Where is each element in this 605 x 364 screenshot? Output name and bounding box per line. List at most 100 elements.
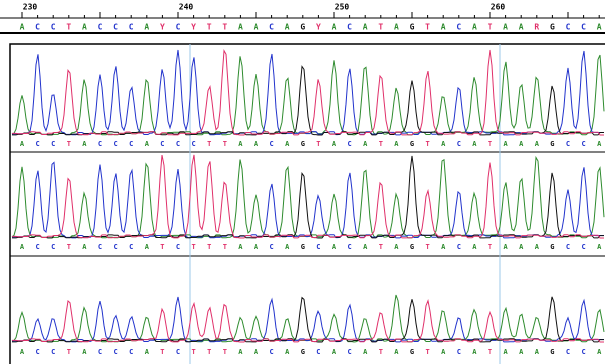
ruler-label: 250 bbox=[335, 3, 350, 12]
track-base: A bbox=[145, 243, 150, 251]
consensus-base: C bbox=[98, 23, 103, 32]
track-base: A bbox=[441, 348, 446, 356]
track-base: C bbox=[35, 348, 39, 356]
track-base: A bbox=[332, 348, 337, 356]
consensus-base: A bbox=[363, 23, 368, 32]
trace-g bbox=[12, 65, 604, 136]
track-base: C bbox=[176, 140, 180, 148]
track-base: G bbox=[301, 243, 305, 251]
consensus-base: G bbox=[410, 23, 415, 32]
consensus-base: C bbox=[129, 23, 134, 32]
consensus-base: T bbox=[425, 23, 430, 32]
track-base: T bbox=[425, 348, 429, 356]
track-base: T bbox=[425, 140, 429, 148]
track-base: C bbox=[457, 243, 461, 251]
track-base: A bbox=[472, 243, 477, 251]
track-base: T bbox=[425, 243, 429, 251]
track-base: C bbox=[316, 348, 320, 356]
track-base: A bbox=[535, 243, 540, 251]
track-base: G bbox=[301, 348, 305, 356]
ruler-label: 260 bbox=[491, 3, 506, 12]
track-base: A bbox=[472, 140, 477, 148]
track-base: C bbox=[347, 140, 351, 148]
consensus-base: T bbox=[378, 23, 383, 32]
track-base: C bbox=[113, 243, 117, 251]
track-base: A bbox=[238, 140, 243, 148]
track-base: C bbox=[347, 243, 351, 251]
track-base: A bbox=[285, 140, 290, 148]
track-base: T bbox=[67, 348, 71, 356]
consensus-base: A bbox=[332, 23, 337, 32]
track-base: A bbox=[238, 243, 243, 251]
track-base: A bbox=[20, 140, 25, 148]
consensus-base: C bbox=[456, 23, 461, 32]
track-base: A bbox=[238, 348, 243, 356]
track-base: A bbox=[441, 140, 446, 148]
track-base: T bbox=[316, 140, 320, 148]
track-base: T bbox=[67, 140, 71, 148]
track-base: C bbox=[457, 348, 461, 356]
track-base: G bbox=[550, 140, 554, 148]
track-base: T bbox=[223, 348, 227, 356]
track-base: G bbox=[550, 348, 554, 356]
track-base: T bbox=[207, 140, 211, 148]
track-base: G bbox=[410, 243, 414, 251]
track-base: A bbox=[332, 243, 337, 251]
track-base: C bbox=[176, 243, 180, 251]
track-base: A bbox=[503, 348, 508, 356]
trace-g bbox=[12, 155, 604, 239]
consensus-base: C bbox=[176, 23, 181, 32]
trace-c bbox=[12, 296, 604, 343]
track-base: A bbox=[20, 348, 25, 356]
track-base: C bbox=[269, 348, 273, 356]
track-base: C bbox=[581, 140, 585, 148]
track-base: A bbox=[82, 243, 87, 251]
track-base: A bbox=[535, 140, 540, 148]
track-base: C bbox=[581, 243, 585, 251]
track-base: C bbox=[566, 243, 570, 251]
track-base: A bbox=[82, 140, 87, 148]
track-base: G bbox=[550, 243, 554, 251]
track-base: C bbox=[129, 243, 133, 251]
consensus-base: A bbox=[472, 23, 477, 32]
track-base: G bbox=[410, 140, 414, 148]
track-base: C bbox=[191, 140, 195, 148]
track-base: T bbox=[207, 348, 211, 356]
track-base: A bbox=[363, 140, 368, 148]
track-base: T bbox=[488, 348, 492, 356]
track-base: A bbox=[145, 348, 150, 356]
track-base: C bbox=[581, 348, 585, 356]
ruler-label: 240 bbox=[179, 3, 194, 12]
trace-g bbox=[12, 296, 604, 343]
track-base: C bbox=[98, 140, 102, 148]
track-base: A bbox=[441, 243, 446, 251]
track-base: A bbox=[535, 348, 540, 356]
track-base: T bbox=[223, 243, 227, 251]
track-base: A bbox=[254, 140, 259, 148]
consensus-base: A bbox=[597, 23, 602, 32]
track-base: C bbox=[98, 348, 102, 356]
track-base: T bbox=[379, 243, 383, 251]
track-base: C bbox=[129, 348, 133, 356]
track-base: A bbox=[332, 140, 337, 148]
track-base: C bbox=[176, 348, 180, 356]
track-base: A bbox=[285, 348, 290, 356]
consensus-base: A bbox=[144, 23, 149, 32]
consensus-base: A bbox=[394, 23, 399, 32]
consensus-base: G bbox=[550, 23, 555, 32]
consensus-base: C bbox=[113, 23, 118, 32]
track-base: A bbox=[472, 348, 477, 356]
track-base: A bbox=[519, 243, 524, 251]
track-base: C bbox=[113, 140, 117, 148]
consensus-base: A bbox=[20, 23, 25, 32]
consensus-base: C bbox=[51, 23, 56, 32]
track-base: T bbox=[191, 348, 195, 356]
track-base: T bbox=[223, 140, 227, 148]
track-base: A bbox=[503, 140, 508, 148]
track-base: C bbox=[269, 243, 273, 251]
track-base: A bbox=[597, 348, 602, 356]
consensus-base: C bbox=[347, 23, 352, 32]
track-base: A bbox=[394, 348, 399, 356]
consensus-base: T bbox=[66, 23, 71, 32]
